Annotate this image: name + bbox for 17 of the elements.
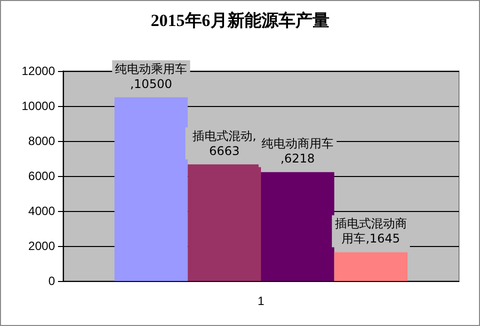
data-label: 纯电动商用车,6218 (262, 136, 334, 166)
y-tick-label: 6000 (28, 169, 56, 183)
y-tick-label: 2000 (28, 239, 56, 253)
data-label: 插电式混动商用车,1645 (334, 216, 407, 246)
y-tick-label: 8000 (28, 134, 56, 148)
chart-title: 2015年6月新能源车产量 (150, 11, 330, 30)
bar (261, 172, 334, 281)
bar (188, 164, 261, 281)
bar (114, 97, 188, 281)
y-tick-label: 4000 (28, 204, 56, 218)
data-label: 纯电动乘用车,10500 (115, 62, 188, 91)
x-tick-label: 1 (258, 294, 265, 308)
data-label: 插电式混动,6663 (192, 128, 256, 158)
y-tick-label: 0 (48, 274, 56, 288)
y-tick-label: 10000 (22, 99, 56, 113)
y-tick-label: 12000 (22, 64, 56, 78)
bar (334, 252, 408, 281)
